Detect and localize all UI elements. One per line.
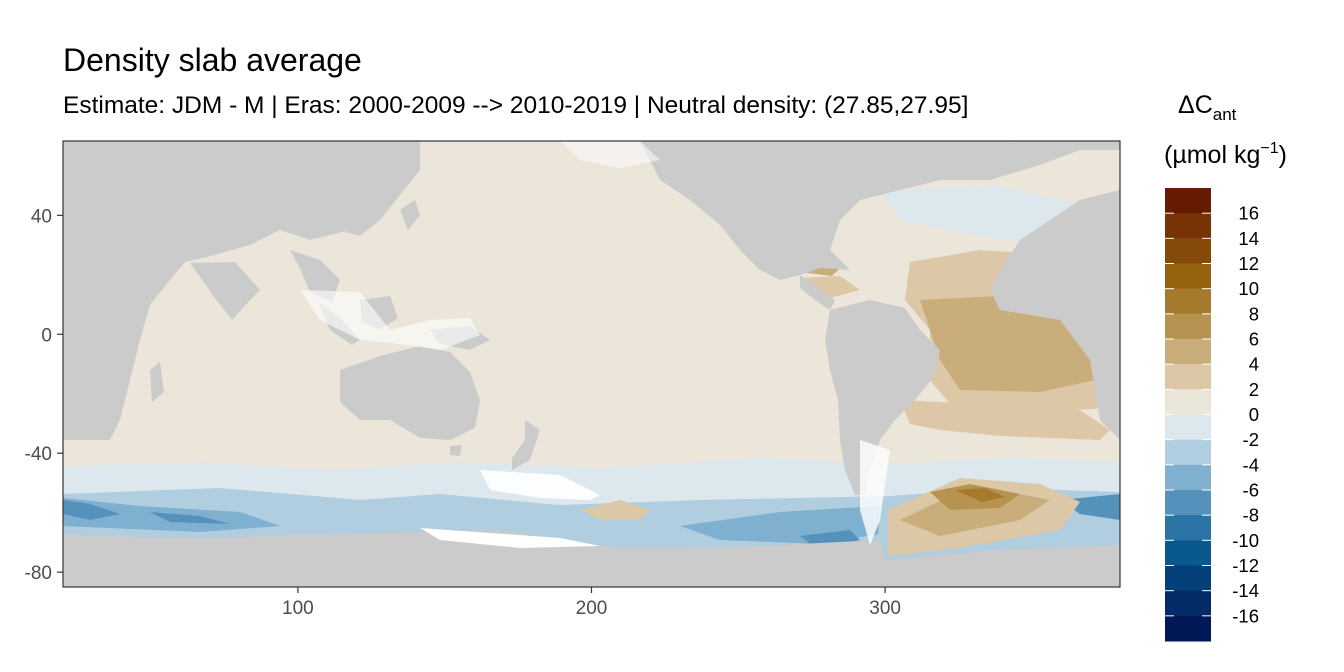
legend-label: 8 [1249,303,1259,324]
land-greenland [930,141,1020,180]
legend-label: -10 [1232,530,1259,551]
legend-colorbar [1165,188,1211,642]
legend-label: -4 [1243,454,1259,475]
legend-label: -16 [1232,605,1259,626]
legend-bin [1165,389,1211,415]
legend-label: 0 [1249,404,1259,425]
legend-title-unit-exp: −1 [1260,140,1278,157]
legend-label: 14 [1238,228,1259,249]
legend-bin [1165,364,1211,390]
legend-bin [1165,213,1211,239]
x-tick-label: 200 [576,598,608,619]
land-eurasia [63,141,400,440]
southern-ocean-band-dark [63,500,120,520]
south-atlantic-cell-peak [955,488,1005,502]
land-north-america [640,141,1120,280]
y-axis: 40 0 -40 -80 [25,206,63,584]
legend-bin [1165,288,1211,315]
legend-label: 12 [1238,253,1259,274]
land-antarctica [63,530,1120,587]
legend-label: -14 [1232,580,1259,601]
land-south-america [825,300,940,495]
legend-label: 4 [1249,354,1259,375]
legend-bin [1165,238,1211,264]
legend: ΔCant (µmol kg−1) 16 14 12 10 8 6 4 2 0 -2 -4 -6 -8 -… [1164,91,1287,642]
land-new-zealand [512,420,540,470]
legend-bin [1165,313,1211,340]
legend-bin [1165,515,1211,541]
south-atlantic-cell-mid [900,492,1050,536]
missing-data [300,141,890,548]
land-africa-horn [63,320,115,392]
land-europe-africa [990,190,1120,440]
land-australia [340,346,480,440]
missing-arctic [560,141,660,168]
chart-subtitle: Estimate: JDM - M | Eras: 2000-2009 --> … [63,92,969,119]
missing-pacific-south [480,470,600,500]
pacific-southern-warm [580,500,650,520]
south-atlantic-warm-light [900,400,1110,440]
missing-indonesia [300,290,480,350]
legend-label: -2 [1243,429,1259,450]
legend-title-symbol: ΔC [1178,91,1213,119]
y-tick-label: -80 [25,563,52,584]
y-tick-label: 0 [41,325,52,346]
legend-title-unit: (µmol kg [1164,141,1260,169]
legend-bin [1165,263,1211,290]
land-east-asia [345,141,420,236]
legend-bin [1165,490,1211,516]
legend-bin [1165,540,1211,566]
atlantic-warm-mid [920,296,1095,392]
missing-antarctic-rim-2 [860,440,890,545]
x-tick-label: 300 [869,598,901,619]
legend-bin [1165,439,1211,466]
legend-bin [1165,590,1211,617]
legend-title-line2: (µmol kg−1) [1164,140,1287,169]
legend-label: -6 [1243,480,1259,501]
land-southeast-asia [290,250,340,302]
y-tick-label: 40 [31,206,52,227]
missing-antarctic-rim [420,528,600,548]
y-tick-label: -40 [25,444,52,465]
land [63,141,1120,587]
legend-title-line1: ΔCant [1178,91,1237,124]
legend-bin [1165,464,1211,491]
legend-bin [1165,188,1211,214]
x-axis: 100 200 300 [282,587,901,619]
legend-label: 10 [1238,278,1259,299]
legend-bin [1165,414,1211,441]
legend-bin [1165,615,1211,642]
legend-labels: 16 14 12 10 8 6 4 2 0 -2 -4 -6 -8 -10 -12 -14 -16 [1165,203,1259,626]
x-tick-label: 100 [282,598,314,619]
legend-label: 16 [1238,203,1259,224]
legend-label: 2 [1249,379,1259,400]
legend-label: -12 [1232,555,1259,576]
map-panel [63,141,1120,587]
land-japan [400,200,420,230]
chart-title: Density slab average [63,42,362,78]
legend-title-unit-close: ) [1279,141,1287,169]
land-central-america [800,275,835,310]
land-madagascar [150,362,164,402]
legend-bin [1165,339,1211,365]
land-india [190,262,260,320]
land-tasmania [450,445,462,456]
southern-ocean-band-dark-2 [150,512,230,524]
legend-bin [1165,565,1211,592]
legend-label: 6 [1249,329,1259,350]
legend-title-subscript: ant [1213,105,1237,124]
legend-label: -8 [1243,505,1259,526]
